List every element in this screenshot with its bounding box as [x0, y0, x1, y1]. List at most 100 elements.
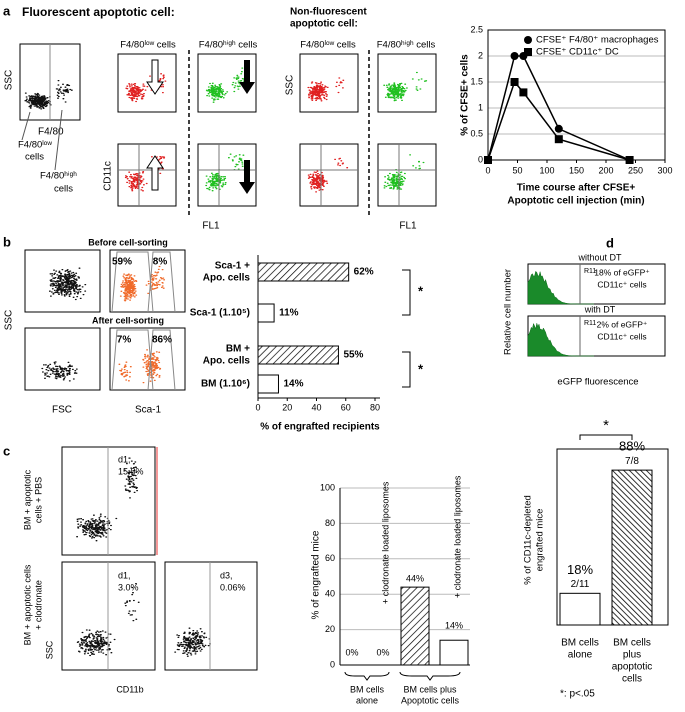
- histogram: [527, 270, 594, 305]
- group-label: Apoptotic cells: [401, 695, 460, 705]
- flow-plot: [117, 53, 177, 113]
- bar: [257, 374, 279, 394]
- axis-label: SSC: [4, 310, 15, 331]
- value-label: 14%: [283, 379, 303, 390]
- axis-title: engrafted mice: [535, 509, 546, 572]
- category-label: alone: [568, 650, 593, 661]
- panel-heading: Non-fluorescent: [290, 7, 367, 18]
- gate-label: F4/80ʰⁱᵍʰ: [40, 171, 77, 182]
- marker: [554, 135, 563, 144]
- axis-title: % of engrafted recipients: [260, 422, 380, 433]
- category-label: Apo. cells: [203, 273, 251, 284]
- bracket: [402, 269, 411, 316]
- axis-label: SSC: [44, 640, 54, 659]
- marker: [510, 78, 519, 86]
- flow-plot: [24, 327, 101, 391]
- y-tick-label: 40: [325, 589, 335, 599]
- row-label: BM + apoptotic: [22, 469, 32, 530]
- group-label: alone: [356, 695, 378, 705]
- arrow-open: [146, 59, 164, 95]
- marker: [484, 156, 492, 164]
- axis-label: FL1: [202, 221, 220, 232]
- category-label: Sca-1 (1.10⁵): [190, 308, 250, 319]
- x-tick-label: 50: [512, 165, 522, 175]
- x-tick-label: 100: [539, 165, 554, 175]
- arrow-open: [146, 155, 164, 191]
- subheading: Before cell-sorting: [88, 237, 168, 247]
- marker: [519, 88, 528, 97]
- rule: [54, 109, 63, 171]
- x-tick-label: 200: [598, 165, 613, 175]
- y-tick-label: 100: [320, 482, 335, 492]
- legend-marker: [524, 36, 532, 44]
- hist-note: 2% of eGFP⁺: [597, 319, 648, 329]
- value-label: 14%: [445, 620, 463, 630]
- category-label: BM +: [226, 344, 250, 355]
- value-label: 18%: [567, 562, 593, 577]
- axis-label: FSC: [52, 405, 72, 416]
- x-tick-label: 0: [485, 165, 490, 175]
- gate-value: 86%: [152, 335, 172, 346]
- flow-plot: [197, 143, 257, 207]
- bar: [257, 262, 350, 282]
- hist-note: CD11c⁺ cells: [597, 279, 646, 289]
- flow-dots: [76, 457, 139, 542]
- column-header: F4/80ˡᵒʷ cells: [120, 40, 176, 51]
- brace: [399, 671, 461, 681]
- flow-plot: [377, 143, 437, 207]
- value-label: 0%: [345, 647, 358, 657]
- gate-value: 3.0%: [118, 582, 139, 592]
- significance: *: [418, 361, 424, 376]
- axis-label: eGFP fluorescence: [557, 377, 638, 388]
- flow-dots: [24, 79, 73, 110]
- significance: *: [418, 283, 424, 298]
- column-header: F4/80ˡᵒʷ cells: [300, 40, 356, 51]
- value-label: 0%: [376, 647, 389, 657]
- column-header: F4/80ʰⁱᵍʰ cells: [377, 40, 436, 51]
- marker: [554, 124, 563, 133]
- flow-dots: [205, 67, 247, 103]
- flow-dots: [307, 157, 349, 193]
- panel-label: a: [3, 3, 11, 18]
- bar: [559, 592, 601, 626]
- hist-title: without DT: [577, 252, 622, 262]
- arrow-filled: [239, 60, 255, 94]
- gate-value: 15.0%: [118, 466, 144, 476]
- x-tick-label: 20: [282, 402, 292, 412]
- y-tick-label: 1.5: [470, 76, 483, 86]
- axis-label: CD11b: [116, 684, 143, 694]
- gate-value: d1,: [118, 454, 131, 464]
- flow-dots: [119, 265, 166, 302]
- y-tick-label: 0: [478, 154, 483, 164]
- flow-dots: [383, 154, 425, 190]
- value-label: 62%: [354, 267, 374, 278]
- panel-label: d: [606, 235, 614, 250]
- flow-dots: [307, 77, 345, 102]
- gate-label: R11: [584, 268, 596, 275]
- legend-marker: [524, 48, 532, 56]
- bracket: [579, 434, 633, 440]
- plot-frame: [487, 29, 666, 161]
- bar: [257, 303, 275, 323]
- category-label: plus: [623, 650, 641, 661]
- row-label: BM + apoptotic cells: [22, 564, 32, 645]
- y-tick-label: 2: [478, 50, 483, 60]
- category-label: BM cells: [613, 638, 651, 649]
- flow-dots: [76, 582, 140, 657]
- rule: [21, 111, 31, 141]
- gate-label: F4/80ˡᵒʷ: [18, 140, 52, 151]
- y-tick-label: 80: [325, 518, 335, 528]
- column-header: F4/80ʰⁱᵍʰ cells: [199, 40, 258, 51]
- panel-heading: apoptotic cell:: [290, 19, 358, 30]
- marker: [625, 156, 634, 164]
- value-label: 44%: [406, 573, 424, 583]
- bar-note: + clodronate loaded liposomes: [380, 481, 390, 604]
- flow-plot: [299, 143, 359, 207]
- value-label: 55%: [343, 350, 363, 361]
- axis-title: Time course after CFSE+: [517, 183, 636, 194]
- axis-title: % of CFSE+ cells: [460, 54, 471, 136]
- gate: [147, 251, 176, 313]
- group-label: BM cells: [350, 684, 385, 694]
